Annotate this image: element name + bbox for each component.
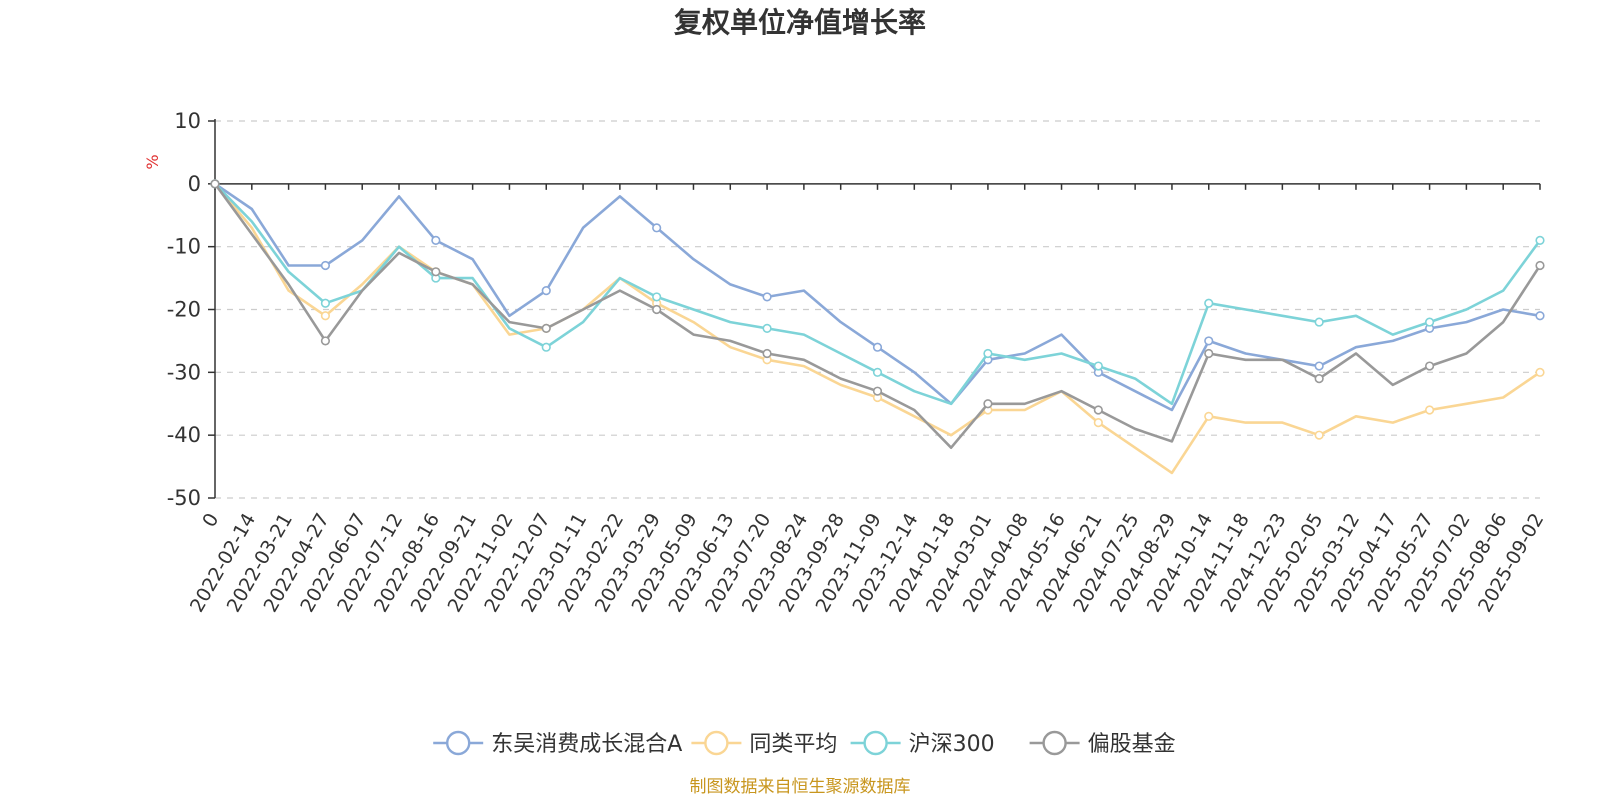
series-1 [210,179,1545,475]
y-tick-label-2: -10 [167,235,201,259]
y-axis-unit: % [143,154,162,169]
series-1-point-27 [1204,411,1214,421]
series-3-point-12 [652,304,662,315]
series-1-point-3 [320,311,331,321]
legend-swatch-marker-3 [1042,730,1067,756]
series-2-point-3 [320,298,331,308]
series-3-point-24 [1093,405,1103,415]
y-tick-label-1: 0 [188,172,201,196]
legend-swatch-marker-1 [704,730,729,756]
series-0-point-30 [1314,361,1324,371]
y-tick-label-5: -40 [167,423,201,447]
series-1-point-30 [1314,430,1324,440]
series-line-3 [213,182,1542,449]
series-0-point-6 [431,235,441,245]
y-axis-ticks: 10 0 -10 -20 -30 -40 -50 [167,109,215,510]
series-2-point-33 [1424,317,1435,327]
series-0-point-3 [320,260,331,271]
series-3-point-33 [1424,361,1435,371]
series-2-point-12 [652,292,662,302]
series-0-point-27 [1204,336,1214,346]
series-1-point-24 [1093,418,1103,428]
legend-item-1[interactable]: 同类平均 [691,730,837,757]
legend-item-2[interactable]: 沪深300 [850,730,995,757]
series-3-point-0 [210,179,220,189]
series-3-point-21 [983,399,993,409]
series-3 [210,179,1545,449]
y-tick-label-3: -20 [167,298,201,322]
series-3-point-9 [541,323,551,333]
x-axis-ticks: 02022-02-142022-03-212022-04-272022-06-0… [186,183,1548,616]
series-3-point-36 [1535,260,1545,271]
legend-label-0: 东吴消费成长混合A [491,732,682,757]
series-3-point-6 [431,267,441,277]
series-2-point-27 [1204,298,1214,308]
series-2-point-21 [983,348,993,359]
legend-item-3[interactable]: 偏股基金 [1029,730,1176,757]
series-1-point-36 [1535,367,1545,377]
series-2-point-30 [1314,317,1324,327]
series-0-point-18 [872,342,883,352]
series-3-point-15 [762,348,772,359]
series-3-point-27 [1204,348,1214,359]
gridlines [215,120,1540,499]
series-0-point-36 [1535,311,1545,321]
legend-swatch-marker-0 [446,730,471,756]
y-tick-label-4: -30 [167,360,201,384]
series-2 [210,179,1545,406]
series-3-point-3 [320,336,331,346]
y-tick-label-6: -50 [167,486,201,510]
legend-item-0[interactable]: 东吴消费成长混合A [433,730,682,757]
series-0-point-12 [652,223,662,233]
x-tick-label-start: 0 [198,510,223,531]
series-1-point-33 [1424,405,1435,415]
series-3-point-18 [872,386,883,396]
legend-label-2: 沪深300 [909,732,995,757]
series-2-point-24 [1093,361,1103,371]
series-2-point-15 [762,323,772,333]
y-tick-label-0: 10 [174,109,201,133]
series-line-1 [213,182,1542,475]
series-2-point-18 [872,367,883,377]
series-0-point-15 [762,292,772,302]
series-lines [210,179,1545,475]
chart-title: 复权单位净值增长率 [674,6,926,39]
axes [214,119,1540,498]
data-source-note: 制图数据来自恒生聚源数据库 [690,777,911,797]
series-0-point-9 [541,286,551,296]
series-3-point-30 [1314,374,1324,384]
series-2-point-36 [1535,235,1545,245]
legend: 东吴消费成长混合A 同类平均 沪深300 偏股基金 [433,730,1176,757]
legend-label-3: 偏股基金 [1088,732,1176,757]
legend-swatch-marker-2 [863,730,888,756]
legend-label-1: 同类平均 [749,732,837,757]
series-2-point-9 [541,342,551,352]
